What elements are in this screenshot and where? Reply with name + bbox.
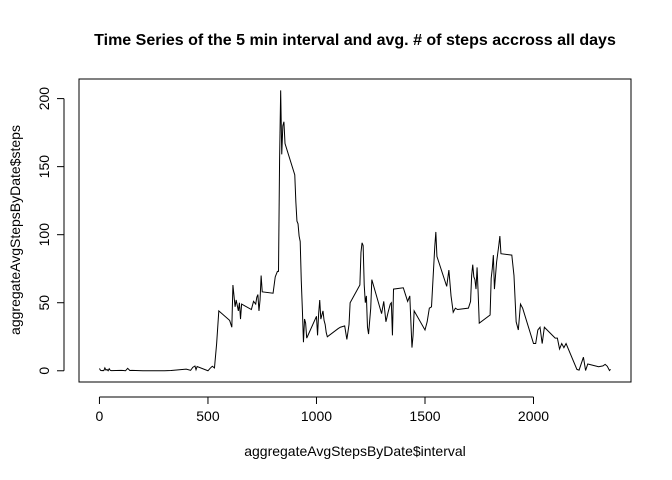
plot-frame (78, 78, 632, 383)
data-line (99, 90, 611, 372)
y-tick-label: 0 (36, 367, 52, 375)
y-tick-label: 200 (36, 87, 52, 111)
y-tick-label: 100 (36, 223, 52, 247)
x-tick-label: 2000 (518, 408, 549, 424)
x-tick-label: 1500 (409, 408, 440, 424)
y-axis-label: aggregateAvgStepsByDate$steps (7, 125, 23, 335)
y-tick-label: 50 (36, 295, 52, 311)
x-tick-label: 1000 (301, 408, 332, 424)
x-tick-label: 500 (196, 408, 220, 424)
x-tick-label: 0 (96, 408, 104, 424)
x-axis-label: aggregateAvgStepsByDate$interval (244, 443, 466, 459)
y-tick-label: 150 (36, 155, 52, 179)
chart-title: Time Series of the 5 min interval and av… (94, 32, 616, 49)
